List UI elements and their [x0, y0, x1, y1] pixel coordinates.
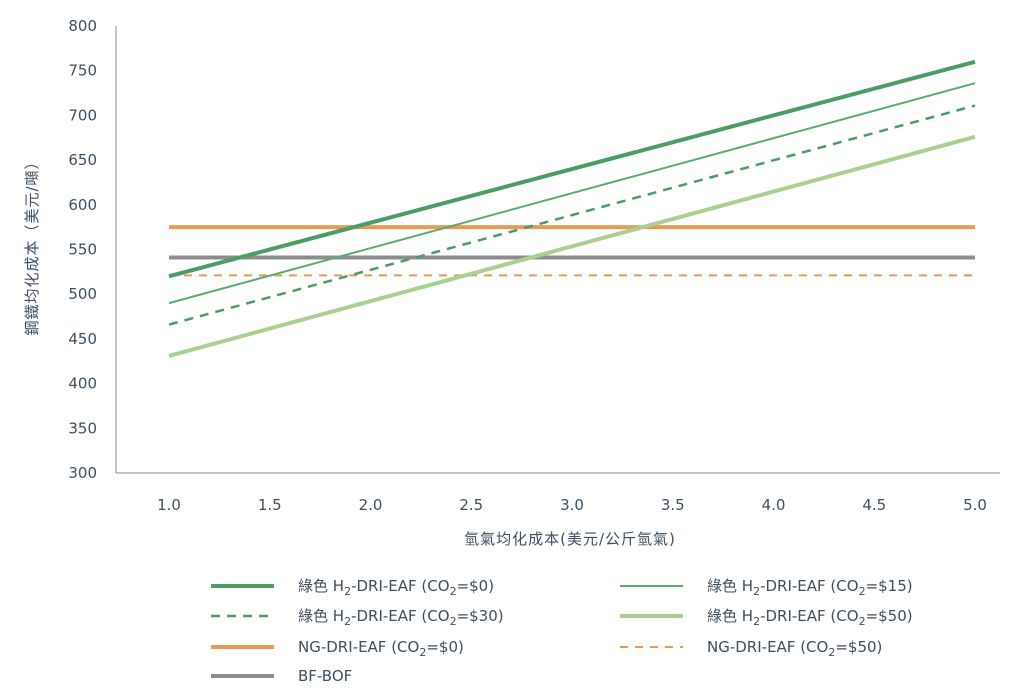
legend-item: BF-BOF: [211, 667, 352, 685]
legend-item: 綠色 H2-DRI-EAF (CO2=$30): [211, 607, 504, 628]
legend-label-part: =$50): [866, 607, 913, 625]
x-tick-label: 1.0: [157, 496, 181, 514]
legend-item: 綠色 H2-DRI-EAF (CO2=$50): [620, 607, 913, 628]
legend-item: 綠色 H2-DRI-EAF (CO2=$0): [211, 577, 494, 598]
y-tick-label: 350: [68, 419, 97, 437]
series-line-3: [168, 104, 976, 326]
x-tick-label: 3.0: [560, 496, 584, 514]
y-tick-label: 450: [68, 330, 97, 348]
legend-label-part: BF-BOF: [298, 667, 352, 685]
legend-label-part: 2: [828, 646, 835, 659]
y-tick-label: 800: [68, 17, 97, 35]
legend-label-part: 2: [753, 615, 760, 628]
legend-label-part: =$0): [426, 638, 464, 656]
legend-label-part: 綠色 H: [298, 607, 344, 625]
x-tick-label: 4.5: [862, 496, 886, 514]
y-tick-label: 600: [68, 196, 97, 214]
legend-label: NG-DRI-EAF (CO2=$0): [298, 638, 464, 659]
x-tick-label: 4.0: [762, 496, 786, 514]
y-tick-label: 700: [68, 106, 97, 124]
legend-label-part: 2: [859, 615, 866, 628]
legend-item: NG-DRI-EAF (CO2=$0): [211, 638, 464, 659]
legend-label: 綠色 H2-DRI-EAF (CO2=$0): [298, 577, 494, 598]
legend-label-part: 2: [419, 646, 426, 659]
legend-label-part: -DRI-EAF (CO: [351, 607, 450, 625]
x-tick-label: 2.0: [359, 496, 383, 514]
legend-label-part: =$0): [457, 577, 495, 595]
legend-label-part: 2: [450, 585, 457, 598]
axes: [115, 26, 1000, 474]
legend-label-part: 2: [753, 585, 760, 598]
legend-label-part: 綠色 H: [707, 607, 753, 625]
series-line-2: [168, 82, 976, 305]
x-tick-label: 5.0: [963, 496, 987, 514]
legend-label-part: NG-DRI-EAF (CO: [707, 638, 828, 656]
legend-label-part: 2: [344, 615, 351, 628]
legend-label-part: =$30): [457, 607, 504, 625]
y-tick-label: 500: [68, 285, 97, 303]
y-tick-label: 300: [68, 464, 97, 482]
legend-label-part: -DRI-EAF (CO: [760, 607, 859, 625]
series-line-4: [168, 134, 976, 358]
legend-label-part: =$50): [835, 638, 882, 656]
legend-label-part: 2: [344, 585, 351, 598]
y-tick-label: 550: [68, 241, 97, 259]
legend-label: 綠色 H2-DRI-EAF (CO2=$15): [707, 577, 913, 598]
legend-label: 綠色 H2-DRI-EAF (CO2=$30): [298, 607, 504, 628]
legend: 綠色 H2-DRI-EAF (CO2=$0) 綠色 H2-DRI-EAF (CO2…: [211, 577, 913, 685]
legend-label-part: 綠色 H: [707, 577, 753, 595]
x-tick-label: 2.5: [459, 496, 483, 514]
series-line-1: [168, 59, 976, 279]
y-tick-label: 400: [68, 375, 97, 393]
legend-label-part: =$15): [866, 577, 913, 595]
legend-label-part: 2: [859, 585, 866, 598]
legend-label-part: -DRI-EAF (CO: [351, 577, 450, 595]
x-tick-labels: 1.0 1.5 2.0 2.5 3.0 3.5 4.0 4.5 5.0: [157, 496, 987, 514]
legend-label: BF-BOF: [298, 667, 352, 685]
legend-label-part: 綠色 H: [298, 577, 344, 595]
y-tick-label: 750: [68, 62, 97, 80]
legend-item: NG-DRI-EAF (CO2=$50): [620, 638, 882, 659]
legend-label-part: 2: [450, 615, 457, 628]
legend-label-part: -DRI-EAF (CO: [760, 577, 859, 595]
y-axis-title: 鋼鐵均化成本（美元/噸）: [23, 153, 41, 335]
legend-item: 綠色 H2-DRI-EAF (CO2=$15): [620, 577, 913, 598]
y-tick-labels: 300 350 400 450 500 550 600 650 700 750 800: [68, 17, 97, 482]
y-tick-label: 650: [68, 151, 97, 169]
legend-label: NG-DRI-EAF (CO2=$50): [707, 638, 882, 659]
series-lines: [168, 59, 976, 358]
x-tick-label: 1.5: [258, 496, 282, 514]
x-tick-label: 3.5: [661, 496, 685, 514]
legend-label-part: NG-DRI-EAF (CO: [298, 638, 419, 656]
x-axis-title: 氫氣均化成本(美元/公斤氫氣): [464, 530, 676, 548]
legend-label: 綠色 H2-DRI-EAF (CO2=$50): [707, 607, 913, 628]
